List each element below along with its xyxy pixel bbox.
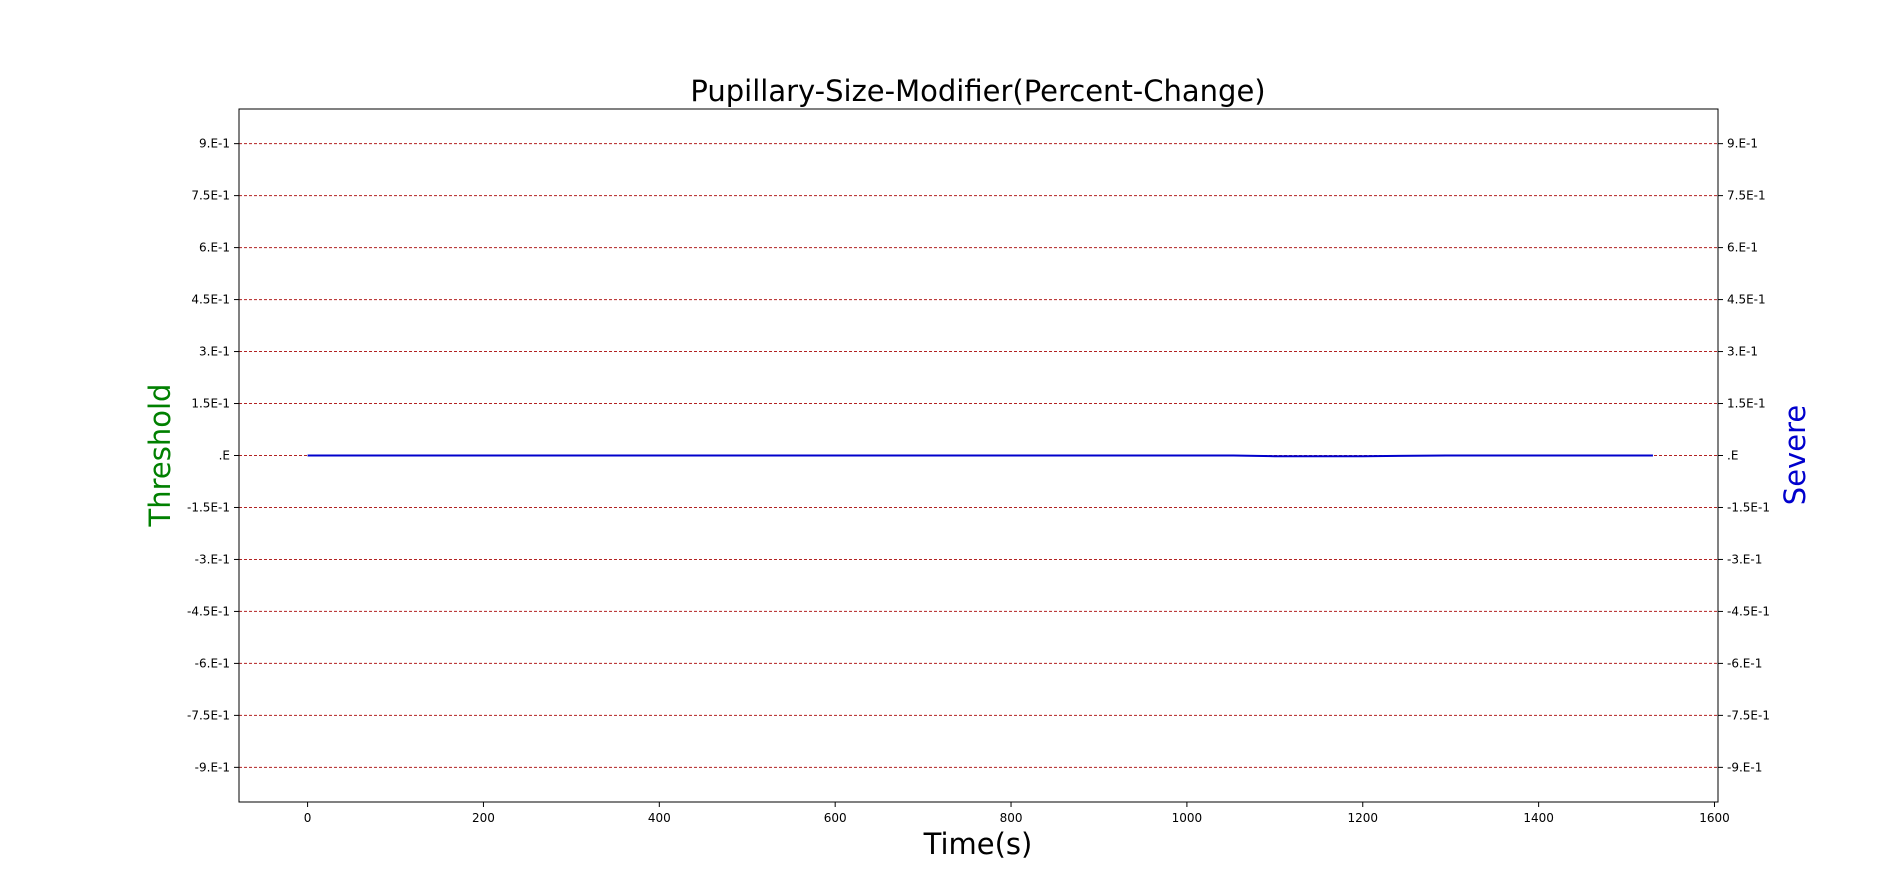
x-axis-label: Time(s) [923, 827, 1033, 861]
x-tick-label: 0 [304, 811, 312, 825]
chart-title: Pupillary-Size-Modifier(Percent-Change) [690, 74, 1265, 108]
x-tick-label: 1000 [1172, 811, 1203, 825]
y-tick-label-right: -7.5E-1 [1727, 708, 1770, 722]
x-tick-label: 1600 [1699, 811, 1730, 825]
series-layer [307, 454, 1653, 458]
y-tick-label-left: -1.5E-1 [187, 500, 230, 514]
y-tick-label-right: 3.E-1 [1727, 345, 1758, 359]
y-axis-right-ticks: 9.E-1 7.5E-1 6.E-1 4.5E-1 3.E-1 1.5E-1 .E -1.5E… [1718, 137, 1770, 774]
y-tick-label-left: 3.E-1 [199, 345, 230, 359]
y-tick-label-right: 1.5E-1 [1727, 397, 1766, 411]
y-tick-label-left: .E [219, 449, 230, 463]
x-axis-ticks: 0 200 400 600 800 1000 1200 1400 1600 [304, 802, 1730, 825]
y-tick-label-right: 4.5E-1 [1727, 293, 1766, 307]
x-tick-label: 1200 [1347, 811, 1378, 825]
y-tick-label-right: -3.E-1 [1727, 552, 1762, 566]
x-tick-label: 1400 [1523, 811, 1554, 825]
x-tick-label: 600 [824, 811, 847, 825]
y-tick-label-right: -9.E-1 [1727, 760, 1762, 774]
y-tick-label-left: -3.E-1 [195, 552, 230, 566]
y-tick-label-left: 7.5E-1 [191, 189, 230, 203]
y-axis-label-left: Threshold [143, 384, 177, 528]
y-tick-label-left: -7.5E-1 [187, 708, 230, 722]
y-tick-label-right: 7.5E-1 [1727, 189, 1766, 203]
y-tick-label-left: -6.E-1 [195, 656, 230, 670]
y-tick-label-right: 9.E-1 [1727, 137, 1758, 151]
y-axis-label-right: Severe [1778, 405, 1812, 505]
y-tick-label-left: 9.E-1 [199, 137, 230, 151]
x-tick-label: 800 [1000, 811, 1023, 825]
y-tick-label-left: 1.5E-1 [191, 397, 230, 411]
x-tick-label: 200 [472, 811, 495, 825]
y-tick-label-left: 6.E-1 [199, 241, 230, 255]
y-tick-label-left: -4.5E-1 [187, 604, 230, 618]
series-line [307, 454, 1653, 458]
y-tick-label-right: .E [1727, 449, 1738, 463]
y-axis-left-ticks: 9.E-1 7.5E-1 6.E-1 4.5E-1 3.E-1 1.5E-1 .E -1.5E… [187, 137, 239, 774]
y-tick-label-right: -6.E-1 [1727, 656, 1762, 670]
y-tick-label-left: -9.E-1 [195, 760, 230, 774]
y-tick-label-left: 4.5E-1 [191, 293, 230, 307]
y-tick-label-right: 6.E-1 [1727, 241, 1758, 255]
y-tick-label-right: -1.5E-1 [1727, 500, 1770, 514]
x-tick-label: 400 [648, 811, 671, 825]
y-tick-label-right: -4.5E-1 [1727, 604, 1770, 618]
